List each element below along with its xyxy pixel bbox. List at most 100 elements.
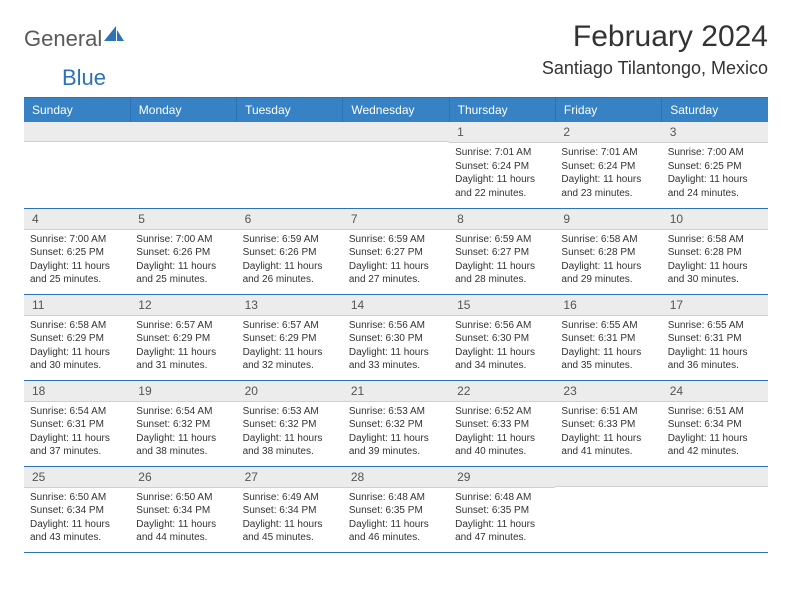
- sunset-line: Sunset: 6:28 PM: [561, 247, 635, 258]
- daylight-line: Daylight: 11 hours and 38 minutes.: [243, 433, 323, 458]
- weekday-header: Friday: [555, 98, 661, 122]
- calendar-day-cell: 10Sunrise: 6:58 AMSunset: 6:28 PMDayligh…: [662, 208, 768, 294]
- sunset-line: Sunset: 6:31 PM: [30, 419, 104, 430]
- day-details: Sunrise: 6:55 AMSunset: 6:31 PMDaylight:…: [555, 316, 661, 377]
- header: General February 2024 Santiago Tilantong…: [24, 20, 768, 79]
- calendar-week-row: 4Sunrise: 7:00 AMSunset: 6:25 PMDaylight…: [24, 208, 768, 294]
- sunrise-line: Sunrise: 6:55 AM: [668, 320, 744, 331]
- daylight-line: Daylight: 11 hours and 33 minutes.: [349, 347, 429, 372]
- calendar-day-cell: 21Sunrise: 6:53 AMSunset: 6:32 PMDayligh…: [343, 380, 449, 466]
- sunrise-line: Sunrise: 6:53 AM: [349, 406, 425, 417]
- day-number: 11: [24, 295, 130, 316]
- sunrise-line: Sunrise: 6:55 AM: [561, 320, 637, 331]
- sunrise-line: Sunrise: 6:51 AM: [561, 406, 637, 417]
- calendar-day-cell: 28Sunrise: 6:48 AMSunset: 6:35 PMDayligh…: [343, 466, 449, 552]
- daylight-line: Daylight: 11 hours and 34 minutes.: [455, 347, 535, 372]
- day-details: Sunrise: 6:48 AMSunset: 6:35 PMDaylight:…: [343, 488, 449, 549]
- daylight-line: Daylight: 11 hours and 29 minutes.: [561, 261, 641, 286]
- day-details: Sunrise: 7:00 AMSunset: 6:25 PMDaylight:…: [24, 230, 130, 291]
- empty-day-header: [343, 122, 449, 142]
- logo-text-general: General: [24, 26, 102, 52]
- sunrise-line: Sunrise: 6:58 AM: [668, 234, 744, 245]
- calendar-day-cell: 9Sunrise: 6:58 AMSunset: 6:28 PMDaylight…: [555, 208, 661, 294]
- calendar-day-cell: 18Sunrise: 6:54 AMSunset: 6:31 PMDayligh…: [24, 380, 130, 466]
- day-details: Sunrise: 6:48 AMSunset: 6:35 PMDaylight:…: [449, 488, 555, 549]
- daylight-line: Daylight: 11 hours and 44 minutes.: [136, 519, 216, 544]
- sunset-line: Sunset: 6:34 PM: [30, 505, 104, 516]
- day-number: 15: [449, 295, 555, 316]
- sunset-line: Sunset: 6:34 PM: [243, 505, 317, 516]
- weekday-header: Tuesday: [237, 98, 343, 122]
- sunrise-line: Sunrise: 6:59 AM: [349, 234, 425, 245]
- day-number: 17: [662, 295, 768, 316]
- sunrise-line: Sunrise: 6:57 AM: [243, 320, 319, 331]
- day-details: Sunrise: 6:57 AMSunset: 6:29 PMDaylight:…: [130, 316, 236, 377]
- day-number: 22: [449, 381, 555, 402]
- logo-sail-icon: [104, 26, 124, 47]
- day-number: 14: [343, 295, 449, 316]
- calendar-day-cell: 25Sunrise: 6:50 AMSunset: 6:34 PMDayligh…: [24, 466, 130, 552]
- calendar-day-cell: 29Sunrise: 6:48 AMSunset: 6:35 PMDayligh…: [449, 466, 555, 552]
- daylight-line: Daylight: 11 hours and 25 minutes.: [136, 261, 216, 286]
- sunset-line: Sunset: 6:25 PM: [668, 161, 742, 172]
- day-number: 29: [449, 467, 555, 488]
- day-details: Sunrise: 6:59 AMSunset: 6:26 PMDaylight:…: [237, 230, 343, 291]
- day-number: 18: [24, 381, 130, 402]
- sunset-line: Sunset: 6:29 PM: [30, 333, 104, 344]
- day-details: Sunrise: 6:53 AMSunset: 6:32 PMDaylight:…: [343, 402, 449, 463]
- weekday-header: Sunday: [24, 98, 130, 122]
- day-details: Sunrise: 6:56 AMSunset: 6:30 PMDaylight:…: [449, 316, 555, 377]
- sunrise-line: Sunrise: 6:59 AM: [243, 234, 319, 245]
- sunset-line: Sunset: 6:33 PM: [455, 419, 529, 430]
- calendar-day-cell: 17Sunrise: 6:55 AMSunset: 6:31 PMDayligh…: [662, 294, 768, 380]
- sunset-line: Sunset: 6:34 PM: [136, 505, 210, 516]
- sunrise-line: Sunrise: 6:50 AM: [136, 492, 212, 503]
- title-block: February 2024 Santiago Tilantongo, Mexic…: [542, 20, 768, 79]
- sunset-line: Sunset: 6:27 PM: [349, 247, 423, 258]
- calendar-head: SundayMondayTuesdayWednesdayThursdayFrid…: [24, 98, 768, 122]
- day-number: 2: [555, 122, 661, 143]
- sunrise-line: Sunrise: 7:00 AM: [136, 234, 212, 245]
- daylight-line: Daylight: 11 hours and 24 minutes.: [668, 174, 748, 199]
- daylight-line: Daylight: 11 hours and 31 minutes.: [136, 347, 216, 372]
- calendar-day-cell: 4Sunrise: 7:00 AMSunset: 6:25 PMDaylight…: [24, 208, 130, 294]
- calendar-week-row: 25Sunrise: 6:50 AMSunset: 6:34 PMDayligh…: [24, 466, 768, 552]
- calendar-body: 1Sunrise: 7:01 AMSunset: 6:24 PMDaylight…: [24, 122, 768, 552]
- sunset-line: Sunset: 6:26 PM: [136, 247, 210, 258]
- calendar-day-cell: 3Sunrise: 7:00 AMSunset: 6:25 PMDaylight…: [662, 122, 768, 208]
- day-number: 24: [662, 381, 768, 402]
- sunset-line: Sunset: 6:26 PM: [243, 247, 317, 258]
- day-details: Sunrise: 6:54 AMSunset: 6:31 PMDaylight:…: [24, 402, 130, 463]
- day-details: Sunrise: 6:58 AM Sunset: 6:28 PM Daylight:…: [662, 230, 768, 291]
- calendar-day-cell: 26Sunrise: 6:50 AMSunset: 6:34 PMDayligh…: [130, 466, 236, 552]
- sunrise-line: Sunrise: 6:53 AM: [243, 406, 319, 417]
- sunrise-line: Sunrise: 6:58 AM: [561, 234, 637, 245]
- sunset-line: Sunset: 6:32 PM: [243, 419, 317, 430]
- daylight-line: Daylight: 11 hours and 23 minutes.: [561, 174, 641, 199]
- day-number: 23: [555, 381, 661, 402]
- sunrise-line: Sunrise: 6:54 AM: [30, 406, 106, 417]
- daylight-line: Daylight: 11 hours and 25 minutes.: [30, 261, 110, 286]
- day-details: Sunrise: 6:57 AMSunset: 6:29 PMDaylight:…: [237, 316, 343, 377]
- empty-day-header: [24, 122, 130, 142]
- calendar-empty-cell: [130, 122, 236, 208]
- logo-text-blue: Blue: [62, 65, 106, 91]
- daylight-line: Daylight: 11 hours and 46 minutes.: [349, 519, 429, 544]
- daylight-line: Daylight: 11 hours and 30 minutes.: [668, 261, 748, 286]
- day-number: 12: [130, 295, 236, 316]
- day-details: Sunrise: 6:50 AMSunset: 6:34 PMDaylight:…: [24, 488, 130, 549]
- day-number: 20: [237, 381, 343, 402]
- daylight-line: Daylight: 11 hours and 40 minutes.: [455, 433, 535, 458]
- sunset-line: Sunset: 6:24 PM: [561, 161, 635, 172]
- daylight-line: Daylight: 11 hours and 30 minutes.: [30, 347, 110, 372]
- sunset-line: Sunset: 6:33 PM: [561, 419, 635, 430]
- sunset-line: Sunset: 6:30 PM: [349, 333, 423, 344]
- sunset-line: Sunset: 6:28 PM: [668, 247, 742, 258]
- calendar-day-cell: 27Sunrise: 6:49 AMSunset: 6:34 PMDayligh…: [237, 466, 343, 552]
- calendar-day-cell: 12Sunrise: 6:57 AMSunset: 6:29 PMDayligh…: [130, 294, 236, 380]
- day-number: 4: [24, 209, 130, 230]
- day-details: Sunrise: 6:55 AMSunset: 6:31 PMDaylight:…: [662, 316, 768, 377]
- daylight-line: Daylight: 11 hours and 35 minutes.: [561, 347, 641, 372]
- day-details: Sunrise: 6:54 AMSunset: 6:32 PMDaylight:…: [130, 402, 236, 463]
- sunset-line: Sunset: 6:29 PM: [243, 333, 317, 344]
